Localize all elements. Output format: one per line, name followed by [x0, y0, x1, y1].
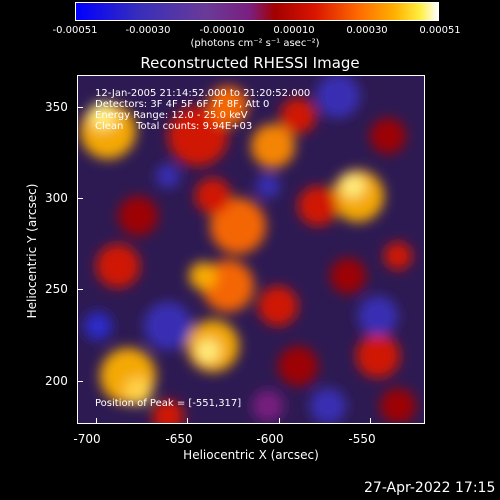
image-blob	[96, 244, 140, 288]
image-blob	[252, 390, 284, 422]
x-axis-label: Heliocentric X (arcsec)	[183, 448, 319, 462]
image-blob	[380, 388, 416, 423]
image-blob	[144, 302, 192, 350]
colorbar-tick: 0.00010	[273, 25, 315, 36]
y-tick-label: 350	[45, 100, 68, 114]
image-blob	[189, 262, 217, 290]
overlay-energy-range: Energy Range: 12.0 - 25.0 keV	[95, 110, 248, 121]
image-blob	[195, 178, 231, 214]
y-tick-mark	[77, 381, 83, 382]
image-blob	[196, 339, 220, 363]
image-blob	[370, 118, 406, 154]
image-blob	[384, 242, 412, 270]
y-tick-mark	[77, 198, 83, 199]
image-pixels	[78, 76, 424, 423]
image-blob	[84, 312, 112, 340]
x-tick-mark	[279, 418, 280, 424]
overlay-detectors: Detectors: 3F 4F 5F 6F 7F 8F, Att 0	[95, 99, 270, 110]
image-blob	[330, 258, 366, 294]
colorbar-tick: -0.00030	[125, 25, 171, 36]
y-axis-label: Heliocentric Y (arcsec)	[25, 183, 39, 319]
image-blob	[310, 388, 346, 423]
image-blob	[256, 174, 280, 198]
overlay-clean-counts: Clean Total counts: 9.94E+03	[95, 121, 253, 132]
x-tick-label: -550	[348, 432, 376, 446]
plot-timestamp: 27-Apr-2022 17:15	[364, 480, 496, 496]
image-blob	[316, 76, 360, 118]
image-blob	[280, 98, 316, 134]
image-blob	[298, 186, 338, 226]
image-blob	[356, 334, 400, 378]
colorbar-units: (photons cm⁻² s⁻¹ asec⁻²)	[190, 38, 320, 49]
colorbar-tick: -0.00010	[199, 25, 245, 36]
image-blob	[89, 102, 117, 130]
image-blob	[278, 346, 318, 386]
image-blob	[258, 286, 298, 326]
colorbar-tick: 0.00030	[346, 25, 388, 36]
y-tick-mark	[77, 107, 83, 108]
y-tick-label: 300	[45, 191, 68, 205]
colorbar-tick: 0.00051	[419, 25, 461, 36]
x-tick-mark	[370, 418, 371, 424]
image-blob	[341, 174, 365, 198]
image-blob	[152, 400, 184, 423]
x-tick-mark	[96, 418, 97, 424]
image-blob	[124, 377, 152, 405]
x-tick-label: -600	[256, 432, 284, 446]
x-tick-label: -650	[165, 432, 193, 446]
plot-title: Reconstructed RHESSI Image	[140, 54, 360, 72]
x-tick-mark	[187, 418, 188, 424]
overlay-time-range: 12-Jan-2005 21:14:52.000 to 21:20:52.000	[95, 88, 311, 99]
y-tick-label: 250	[45, 282, 68, 296]
y-tick-label: 200	[45, 374, 68, 388]
colorbar-tick: -0.00051	[52, 25, 98, 36]
image-blob	[208, 86, 248, 126]
overlay-peak-position: Position of Peak = [-551,317]	[95, 398, 242, 409]
rhessi-image	[77, 75, 425, 424]
image-blob	[251, 124, 295, 168]
colorbar	[75, 2, 439, 21]
image-blob	[358, 296, 398, 336]
x-tick-label: -700	[73, 432, 101, 446]
image-blob	[210, 198, 266, 254]
image-blob	[118, 196, 158, 236]
image-blob	[156, 164, 180, 188]
image-blob	[168, 106, 228, 166]
y-tick-mark	[77, 289, 83, 290]
